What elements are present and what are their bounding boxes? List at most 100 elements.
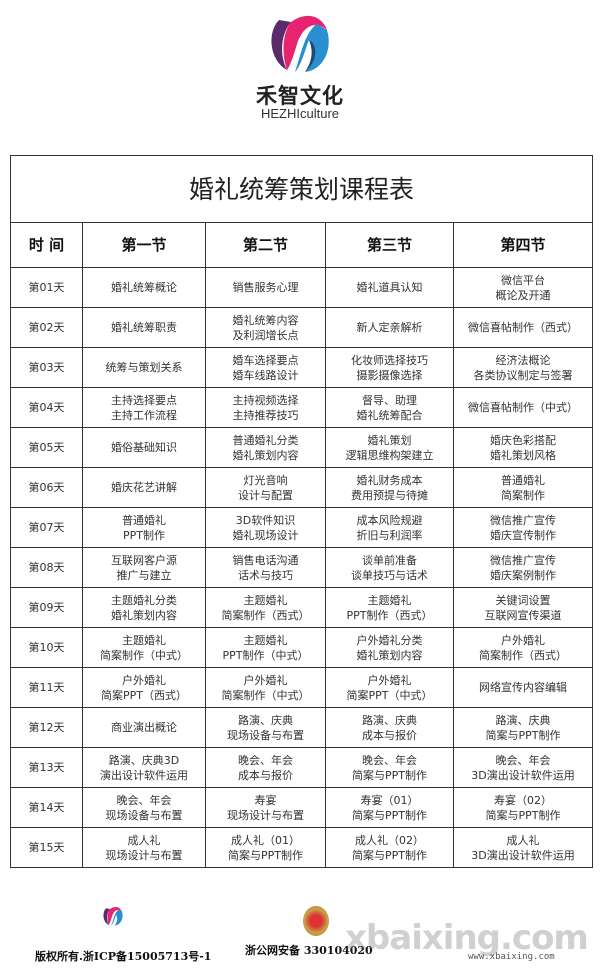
session-cell: 主持视频选择 主持推荐技巧 xyxy=(205,387,326,428)
session-cell: 微信推广宣传 婚庆案例制作 xyxy=(453,547,593,588)
session-cell: 婚礼道具认知 xyxy=(325,267,454,308)
footer-logo xyxy=(100,905,126,931)
day-cell: 第11天 xyxy=(10,667,83,708)
day-cell: 第08天 xyxy=(10,547,83,588)
session-cell: 寿宴（01） 简案与PPT制作 xyxy=(325,787,454,828)
session-cell: 寿宴（02） 简案与PPT制作 xyxy=(453,787,593,828)
table-row: 第07天 普通婚礼 PPT制作 3D软件知识 婚礼现场设计 成本风险规避 折旧与利润率… xyxy=(10,507,593,548)
session-cell: 主题婚礼分类 婚礼策划内容 xyxy=(82,587,206,628)
table-row: 第03天 统筹与策划关系 婚车选择要点 婚车线路设计 化妆师选择技巧 摄影摄像选择 经济… xyxy=(10,347,593,388)
day-cell: 第06天 xyxy=(10,467,83,508)
day-cell: 第09天 xyxy=(10,587,83,628)
day-cell: 第04天 xyxy=(10,387,83,428)
session-cell: 谈单前准备 谈单技巧与话术 xyxy=(325,547,454,588)
session-cell: 主持选择要点 主持工作流程 xyxy=(82,387,206,428)
session-cell: 化妆师选择技巧 摄影摄像选择 xyxy=(325,347,454,388)
session-cell: 普通婚礼分类 婚礼策划内容 xyxy=(205,427,326,468)
session-cell: 成本风险规避 折旧与利润率 xyxy=(325,507,454,548)
column-header: 时 间 xyxy=(10,222,83,268)
session-cell: 成人礼 现场设计与布置 xyxy=(82,827,206,868)
session-cell: 关键词设置 互联网宣传渠道 xyxy=(453,587,593,628)
day-cell: 第12天 xyxy=(10,707,83,748)
session-cell: 路演、庆典 成本与报价 xyxy=(325,707,454,748)
session-cell: 婚礼统筹职责 xyxy=(82,307,206,348)
session-cell: 普通婚礼 简案制作 xyxy=(453,467,593,508)
session-cell: 新人定亲解析 xyxy=(325,307,454,348)
session-cell: 商业演出概论 xyxy=(82,707,206,748)
course-schedule-table: 婚礼统筹策划课程表 时 间第一节 第二节 第三节 第四节 第01天 婚礼统筹概论 销售服务… xyxy=(10,155,593,868)
day-cell: 第07天 xyxy=(10,507,83,548)
session-cell: 经济法概论 各类协议制定与签署 xyxy=(453,347,593,388)
session-cell: 婚礼财务成本 费用预提与待摊 xyxy=(325,467,454,508)
session-cell: 微信推广宣传 婚庆宣传制作 xyxy=(453,507,593,548)
session-cell: 成人礼（02） 简案与PPT制作 xyxy=(325,827,454,868)
table-row: 第02天 婚礼统筹职责 婚礼统筹内容 及利润增长点 新人定亲解析 微信喜帖制作（西式） xyxy=(10,307,593,348)
brand-logo xyxy=(262,10,338,76)
table-row: 第08天 互联网客户源 推广与建立 销售电话沟通 话术与技巧 谈单前准备 谈单技巧与话… xyxy=(10,547,593,588)
session-cell: 微信喜帖制作（西式） xyxy=(453,307,593,348)
session-cell: 婚俗基础知识 xyxy=(82,427,206,468)
session-cell: 互联网客户源 推广与建立 xyxy=(82,547,206,588)
session-cell: 婚车选择要点 婚车线路设计 xyxy=(205,347,326,388)
session-cell: 统筹与策划关系 xyxy=(82,347,206,388)
session-cell: 主题婚礼 PPT制作（西式） xyxy=(325,587,454,628)
table-row: 第05天 婚俗基础知识 普通婚礼分类 婚礼策划内容 婚礼策划 逻辑思维构架建立 婚庆色彩… xyxy=(10,427,593,468)
day-cell: 第15天 xyxy=(10,827,83,868)
watermark: xbaixing.com xyxy=(345,918,589,958)
table-row: 第04天 主持选择要点 主持工作流程 主持视频选择 主持推荐技巧 督导、助理 婚礼统筹… xyxy=(10,387,593,428)
table-row: 第06天 婚庆花艺讲解 灯光音响 设计与配置 婚礼财务成本 费用预提与待摊 普通婚礼 简… xyxy=(10,467,593,508)
session-cell: 路演、庆典 简案与PPT制作 xyxy=(453,707,593,748)
column-header: 第一节 xyxy=(82,222,206,268)
session-cell: 微信喜帖制作（中式） xyxy=(453,387,593,428)
table-row: 第12天 商业演出概论 路演、庆典 现场设备与布置 路演、庆典 成本与报价 路演、庆典 … xyxy=(10,707,593,748)
table-row: 第09天 主题婚礼分类 婚礼策划内容 主题婚礼 简案制作（西式） 主题婚礼 PPT制作… xyxy=(10,587,593,628)
session-cell: 3D软件知识 婚礼现场设计 xyxy=(205,507,326,548)
table-row: 第14天 晚会、年会 现场设备与布置 寿宴 现场设计与布置 寿宴（01） 简案与PPT… xyxy=(10,787,593,828)
session-cell: 销售服务心理 xyxy=(205,267,326,308)
day-cell: 第05天 xyxy=(10,427,83,468)
session-cell: 晚会、年会 现场设备与布置 xyxy=(82,787,206,828)
session-cell: 微信平台 概论及开通 xyxy=(453,267,593,308)
session-cell: 户外婚礼 简案制作（西式） xyxy=(453,627,593,668)
session-cell: 寿宴 现场设计与布置 xyxy=(205,787,326,828)
session-cell: 晚会、年会 3D演出设计软件运用 xyxy=(453,747,593,788)
session-cell: 婚庆色彩搭配 婚礼策划风格 xyxy=(453,427,593,468)
session-cell: 主题婚礼 简案制作（西式） xyxy=(205,587,326,628)
table-title: 婚礼统筹策划课程表 xyxy=(10,155,593,223)
brand-logo-icon xyxy=(271,15,329,72)
session-cell: 户外婚礼分类 婚礼策划内容 xyxy=(325,627,454,668)
session-cell: 户外婚礼 简案PPT（西式） xyxy=(82,667,206,708)
table-row: 第01天 婚礼统筹概论 销售服务心理 婚礼道具认知 微信平台 概论及开通 xyxy=(10,267,593,308)
session-cell: 婚礼统筹内容 及利润增长点 xyxy=(205,307,326,348)
watermark-url: www.xbaixing.com xyxy=(468,952,555,962)
table-row: 第13天 路演、庆典3D 演出设计软件运用 晚会、年会 成本与报价 晚会、年会 简案与… xyxy=(10,747,593,788)
column-header: 第四节 xyxy=(453,222,593,268)
session-cell: 普通婚礼 PPT制作 xyxy=(82,507,206,548)
session-cell: 户外婚礼 简案制作（中式） xyxy=(205,667,326,708)
session-cell: 婚礼策划 逻辑思维构架建立 xyxy=(325,427,454,468)
day-cell: 第14天 xyxy=(10,787,83,828)
day-cell: 第10天 xyxy=(10,627,83,668)
session-cell: 晚会、年会 简案与PPT制作 xyxy=(325,747,454,788)
police-emblem-icon xyxy=(303,906,329,936)
session-cell: 销售电话沟通 话术与技巧 xyxy=(205,547,326,588)
day-cell: 第01天 xyxy=(10,267,83,308)
brand-name-en: HEZHIculture xyxy=(260,106,340,121)
session-cell: 路演、庆典 现场设备与布置 xyxy=(205,707,326,748)
column-header: 第三节 xyxy=(325,222,454,268)
session-cell: 婚庆花艺讲解 xyxy=(82,467,206,508)
police-record-text: 浙公网安备 330104020 xyxy=(245,944,373,957)
table-row: 第10天 主题婚礼 简案制作（中式） 主题婚礼 PPT制作（中式） 户外婚礼分类 婚礼… xyxy=(10,627,593,668)
copyright-text: 版权所有.浙ICP备15005713号-1 xyxy=(35,950,212,963)
day-cell: 第13天 xyxy=(10,747,83,788)
column-header: 第二节 xyxy=(205,222,326,268)
session-cell: 晚会、年会 成本与报价 xyxy=(205,747,326,788)
session-cell: 路演、庆典3D 演出设计软件运用 xyxy=(82,747,206,788)
day-cell: 第02天 xyxy=(10,307,83,348)
session-cell: 婚礼统筹概论 xyxy=(82,267,206,308)
brand-name-cn: 禾智文化 xyxy=(256,84,344,108)
session-cell: 户外婚礼 简案PPT（中式） xyxy=(325,667,454,708)
table-row: 第15天 成人礼 现场设计与布置 成人礼（01） 简案与PPT制作 成人礼（02） 简… xyxy=(10,827,593,868)
session-cell: 成人礼（01） 简案与PPT制作 xyxy=(205,827,326,868)
session-cell: 督导、助理 婚礼统筹配合 xyxy=(325,387,454,428)
